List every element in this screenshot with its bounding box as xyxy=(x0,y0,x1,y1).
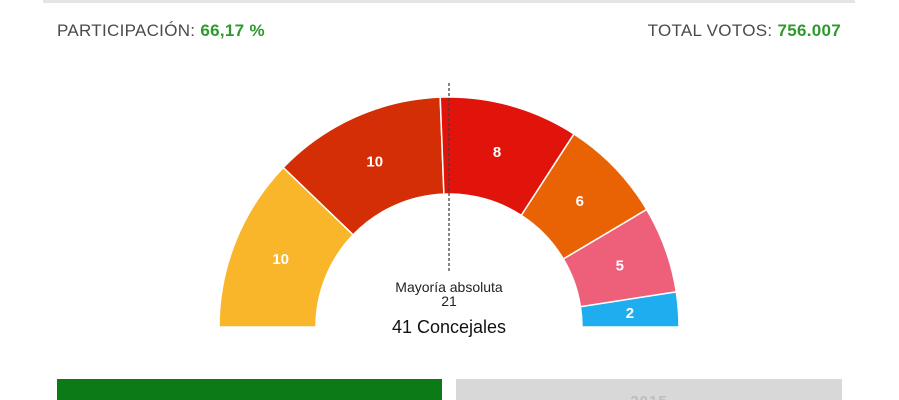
total-votes-stat: TOTAL VOTOS: 756.007 xyxy=(648,21,841,41)
total-votes-value: 756.007 xyxy=(777,21,841,40)
total-seats-label: 41 Concejales xyxy=(392,317,506,337)
seat-count-label-4: 6 xyxy=(576,193,584,210)
participation-stat: PARTICIPACIÓN: 66,17 % xyxy=(57,21,265,41)
seat-count-label-3: 8 xyxy=(493,144,501,161)
seat-count-label-1: 10 xyxy=(272,251,289,268)
majority-label: Mayoría absoluta xyxy=(395,279,503,295)
seat-count-label-5: 5 xyxy=(616,258,624,275)
seat-count-label-2: 10 xyxy=(366,153,383,170)
top-divider xyxy=(43,0,855,3)
tab-2015[interactable]: 2015 xyxy=(456,379,842,400)
seat-count-label-6: 2 xyxy=(626,305,634,322)
tab-current[interactable] xyxy=(57,379,442,400)
majority-value: 21 xyxy=(441,293,457,309)
tab-2015-label: 2015 xyxy=(456,393,842,400)
participation-value: 66,17 % xyxy=(200,21,265,40)
participation-label: PARTICIPACIÓN: xyxy=(57,21,196,40)
seat-segment-6[interactable] xyxy=(579,291,680,328)
total-votes-label: TOTAL VOTOS: xyxy=(647,21,773,40)
